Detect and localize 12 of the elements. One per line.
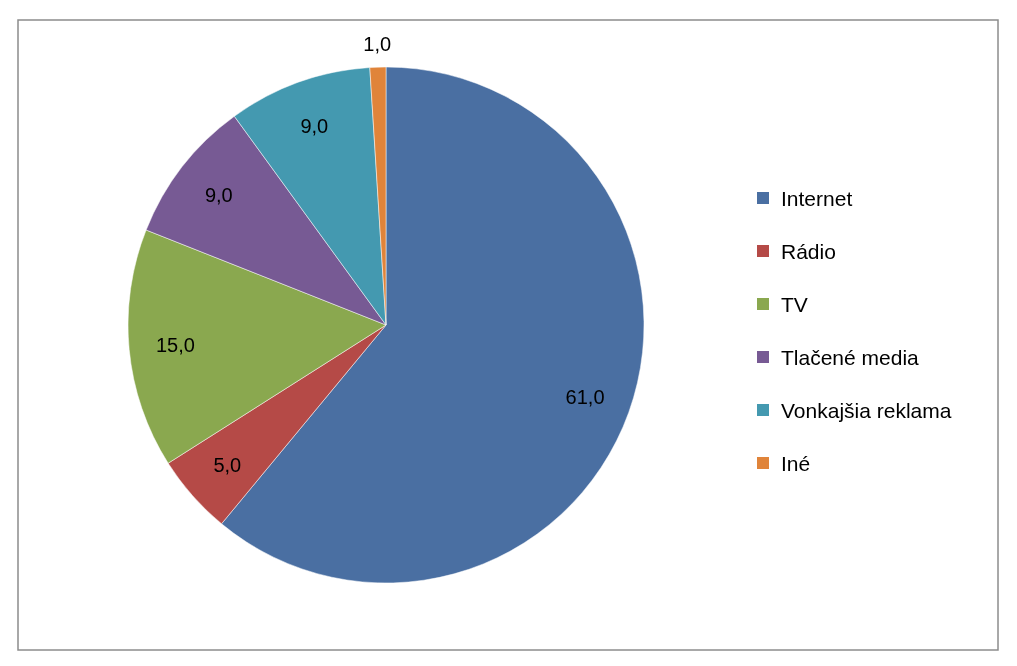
data-label: 9,0 bbox=[300, 114, 329, 137]
legend-label: Iné bbox=[781, 451, 811, 475]
data-label: 9,0 bbox=[204, 184, 233, 207]
legend-label: Tlačené media bbox=[781, 345, 920, 369]
legend-label: Rádio bbox=[781, 239, 836, 263]
legend-label: Internet bbox=[781, 186, 853, 210]
data-label: 61,0 bbox=[565, 385, 605, 408]
data-label: 1,0 bbox=[363, 32, 392, 55]
data-label: 5,0 bbox=[213, 453, 242, 476]
legend-label: Vonkajšia reklama bbox=[781, 398, 952, 422]
data-label: 15,0 bbox=[155, 333, 195, 356]
legend-label: TV bbox=[781, 292, 808, 316]
